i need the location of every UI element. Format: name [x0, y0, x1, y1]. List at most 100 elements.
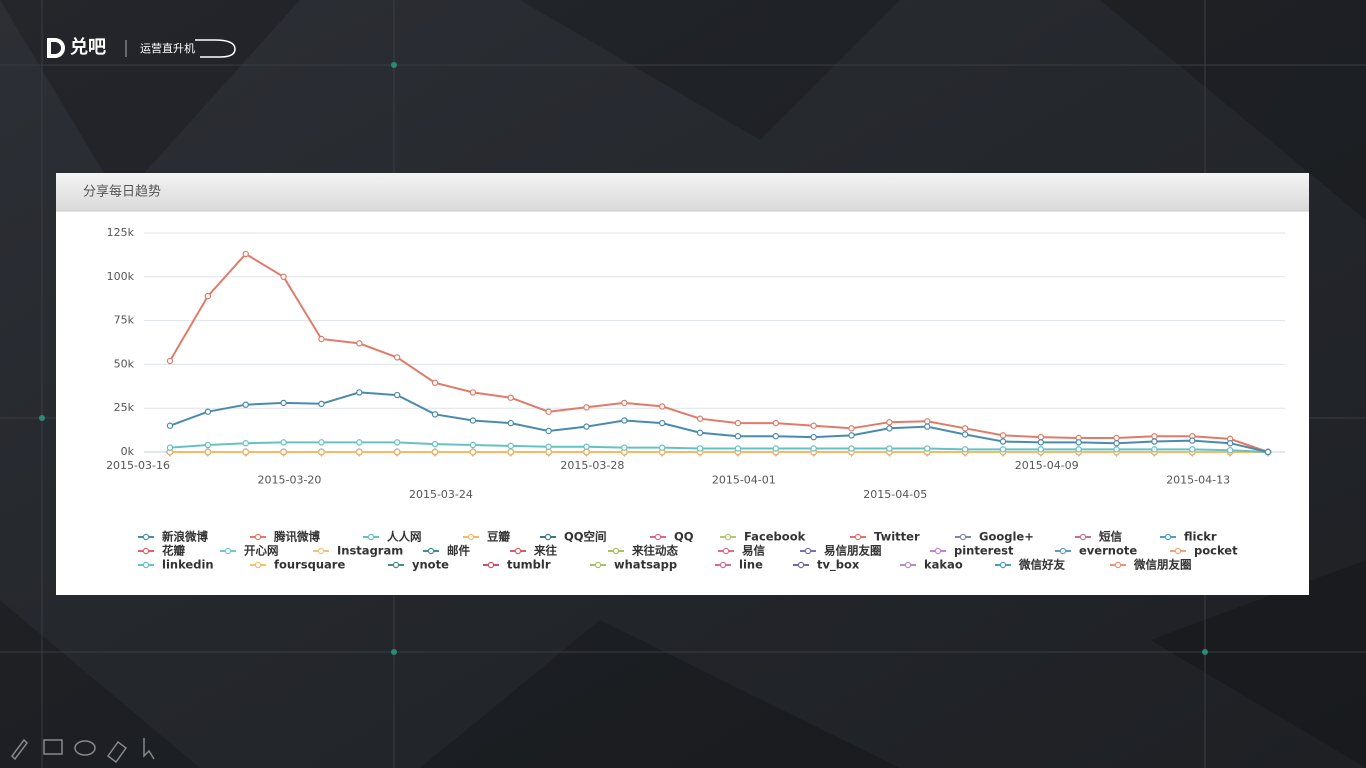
point	[583, 423, 590, 430]
legend-marker	[959, 533, 967, 541]
legend-label: 豆瓣	[487, 530, 510, 544]
point	[545, 427, 552, 435]
legend-marker	[594, 561, 602, 569]
point	[242, 440, 249, 447]
point	[166, 444, 174, 451]
legend-marker	[142, 561, 150, 569]
chart-title: 分享每日趋势	[83, 184, 161, 200]
legend-label: evernote	[1079, 544, 1137, 558]
y-tick-label: 25k	[114, 401, 135, 414]
logo-heli	[195, 39, 236, 58]
eraser-icon	[106, 740, 128, 764]
point	[469, 448, 477, 456]
point	[507, 442, 514, 450]
legend-label: 微信好友	[1018, 558, 1065, 572]
point	[356, 389, 363, 396]
legend-label: kakao	[924, 558, 963, 572]
y-tick-label: 75k	[114, 314, 135, 327]
legend-marker	[544, 533, 552, 541]
point	[318, 448, 325, 456]
point	[734, 433, 742, 440]
legend-marker	[317, 547, 325, 555]
point	[280, 273, 287, 280]
point	[961, 431, 969, 438]
legend-marker	[427, 547, 435, 555]
point	[1075, 439, 1082, 446]
point	[166, 422, 174, 429]
point	[696, 415, 704, 422]
point	[659, 444, 666, 451]
point	[1189, 437, 1196, 444]
legend-label: ynote	[412, 558, 449, 572]
grid-dots	[39, 62, 1208, 655]
point	[545, 443, 552, 450]
point	[393, 439, 401, 446]
toolbar	[11, 738, 155, 764]
point	[1113, 440, 1120, 447]
legend-label: tv_box	[817, 558, 860, 573]
legend-marker	[612, 547, 620, 555]
point	[583, 448, 590, 456]
legend-label: 易信朋友圈	[824, 544, 882, 558]
point	[356, 448, 363, 456]
point	[734, 419, 742, 427]
legend-label: QQ	[674, 530, 694, 544]
legend-label: 来往	[533, 544, 557, 558]
point	[848, 445, 855, 452]
point	[280, 399, 287, 407]
legend-marker	[934, 547, 942, 555]
point	[583, 404, 590, 411]
x-tick-label: 2015-03-16	[106, 459, 170, 472]
legend-marker	[722, 547, 730, 555]
point	[810, 433, 817, 441]
legend-label: foursquare	[274, 558, 345, 572]
x-tick-label: 2015-04-13	[1166, 474, 1230, 487]
brand: 兑吧	[70, 36, 106, 58]
point	[886, 425, 893, 432]
point	[961, 425, 969, 432]
legend-label: 开心网	[244, 544, 279, 558]
legend-label: 来往动态	[631, 544, 678, 558]
x-tick-label: 2015-03-24	[409, 488, 473, 501]
point	[999, 446, 1007, 453]
point	[696, 429, 704, 436]
point	[810, 422, 817, 429]
point	[1226, 447, 1234, 454]
legend-marker	[392, 561, 400, 569]
panel	[56, 173, 1309, 595]
point	[1226, 440, 1234, 447]
legend-marker	[904, 561, 912, 569]
point	[1151, 433, 1158, 440]
legend-marker	[142, 547, 150, 555]
legend-label: Google+	[979, 530, 1034, 544]
y-tick-label: 100k	[107, 270, 135, 283]
legend-label: 人人网	[387, 530, 422, 544]
point	[924, 423, 931, 430]
plot: 0k 25k 50k 75k 100k 125k 2015-03-16 2015-03-20 2…	[106, 226, 1285, 501]
legend-marker	[1079, 533, 1087, 541]
point	[999, 432, 1007, 439]
legend-label: 短信	[1099, 530, 1122, 544]
point	[659, 419, 666, 427]
legend-marker	[724, 533, 732, 541]
legend-marker	[142, 533, 150, 541]
point	[696, 445, 704, 452]
legend-marker	[804, 547, 812, 555]
point	[1151, 438, 1158, 445]
logo-icon	[47, 38, 65, 58]
point	[393, 448, 401, 456]
x-tick-label: 2015-04-01	[712, 474, 776, 487]
series-line	[169, 441, 1269, 453]
legend-marker	[467, 533, 475, 541]
point	[242, 250, 249, 258]
legend-label: 新浪微博	[162, 530, 208, 544]
point	[204, 408, 212, 415]
point	[507, 419, 514, 427]
point	[280, 439, 287, 446]
point	[886, 419, 893, 426]
point	[1113, 434, 1120, 442]
point	[204, 441, 212, 449]
legend-marker	[514, 547, 522, 555]
point	[318, 400, 325, 408]
